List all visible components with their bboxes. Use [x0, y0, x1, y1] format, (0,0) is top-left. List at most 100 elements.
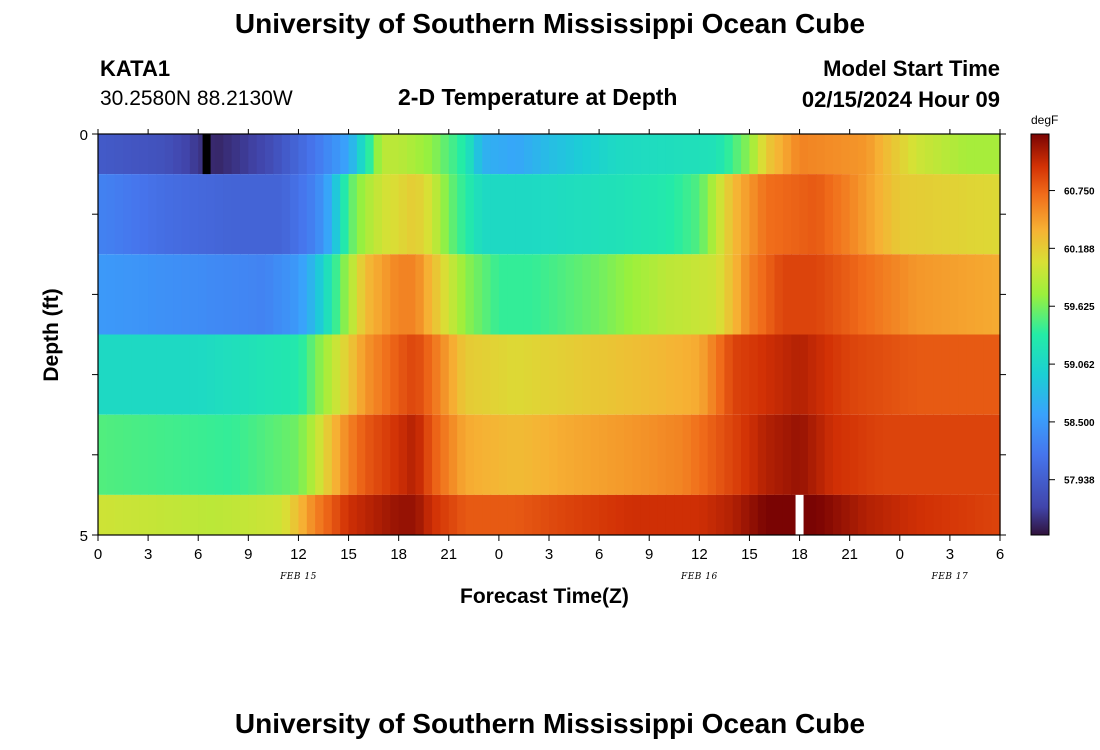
heatmap-cell [615, 494, 625, 535]
heatmap-cell [774, 494, 784, 535]
heatmap-cell [156, 134, 166, 175]
heatmap-cell [298, 134, 308, 175]
heatmap-cell [323, 254, 333, 335]
heatmap-cell [574, 254, 584, 335]
heatmap-cell [432, 254, 442, 335]
heatmap-cell [791, 134, 801, 175]
model-start-label: Model Start Time [823, 56, 1000, 81]
heatmap-cell [849, 494, 859, 535]
heatmap-cell [131, 414, 141, 495]
heatmap-cell [574, 134, 584, 175]
heatmap-cell [156, 174, 166, 255]
heatmap-cell [239, 134, 249, 175]
missing-data-marker [795, 494, 804, 535]
heatmap-cell [398, 494, 408, 535]
heatmap-cell [348, 254, 358, 335]
heatmap-cell [306, 494, 316, 535]
heatmap-cell [281, 134, 291, 175]
heatmap-cell [473, 494, 483, 535]
heatmap-cell [273, 334, 283, 415]
heatmap-cell [139, 414, 149, 495]
heatmap-cell [239, 414, 249, 495]
heatmap-cell [866, 174, 876, 255]
heatmap-cell [315, 174, 325, 255]
heatmap-cell [381, 254, 391, 335]
heatmap-cell [373, 174, 383, 255]
heatmap-cell [273, 494, 283, 535]
date-label: FEB 17 [931, 572, 969, 582]
heatmap-cell [448, 414, 458, 495]
heatmap-cell [716, 334, 725, 415]
x-tick-label: 0 [495, 546, 503, 563]
heatmap-cell [507, 414, 517, 495]
heatmap-cell [365, 334, 375, 415]
heatmap-cell [398, 414, 408, 495]
heatmap-cell [290, 414, 300, 495]
heatmap-cell [532, 134, 542, 175]
heatmap-cell [540, 414, 550, 495]
colorbar-tick-label: 58.500 [1064, 418, 1095, 429]
heatmap-cell [582, 334, 592, 415]
heatmap-cell [966, 174, 976, 255]
heatmap-cell [265, 174, 274, 255]
heatmap-cell [816, 134, 826, 175]
heatmap-cell [423, 494, 433, 535]
heatmap-cell [139, 254, 149, 335]
heatmap-cell [766, 494, 776, 535]
heatmap-cell [189, 134, 199, 175]
x-tick-label: 18 [791, 546, 808, 563]
heatmap-cell [206, 134, 216, 175]
heatmap-cell [206, 174, 216, 255]
heatmap-cell [599, 414, 609, 495]
heatmap-cell [941, 174, 951, 255]
heatmap-cell [206, 334, 216, 415]
heatmap-cell [440, 334, 450, 415]
heatmap-cell [106, 414, 116, 495]
missing-data-markers [202, 134, 804, 535]
heatmap-cell [649, 174, 659, 255]
x-tick-label: 9 [645, 546, 653, 563]
heatmap-cell [824, 494, 834, 535]
heatmap-cell [883, 414, 893, 495]
heatmap-cell [114, 414, 124, 495]
heatmap-cell [858, 174, 867, 255]
heatmap-cell [507, 134, 517, 175]
heatmap-cell [841, 174, 851, 255]
heatmap-cell [181, 334, 191, 415]
heatmap-cell [766, 174, 776, 255]
heatmap-cell [231, 254, 241, 335]
heatmap-cell [390, 334, 400, 415]
heatmap-cell [824, 334, 834, 415]
heatmap-cell [490, 254, 500, 335]
heatmap-cell [540, 494, 550, 535]
heatmap-cell [340, 414, 350, 495]
heatmap-cell [899, 174, 909, 255]
heatmap-cell [290, 134, 300, 175]
heatmap-cell [858, 494, 867, 535]
heatmap-cell [214, 174, 224, 255]
heatmap-cell [949, 334, 959, 415]
heatmap-cell [899, 134, 909, 175]
heatmap-cell [690, 254, 700, 335]
heatmap-cell [381, 174, 391, 255]
heatmap-cell [690, 174, 700, 255]
heatmap-cell [941, 334, 951, 415]
heatmap-cell [841, 334, 851, 415]
heatmap-cell [423, 414, 433, 495]
heatmap-cell [716, 254, 725, 335]
heatmap-cell [248, 174, 258, 255]
heatmap-cell [841, 254, 851, 335]
heatmap-cell [214, 414, 224, 495]
y-tick-label: 0 [80, 127, 88, 144]
heatmap-cell [223, 334, 233, 415]
heatmap-cell [974, 494, 984, 535]
heatmap-cell [231, 494, 241, 535]
heatmap-cell [298, 174, 308, 255]
heatmap-cell [290, 254, 300, 335]
heatmap-cell [565, 414, 575, 495]
heatmap-cell [231, 174, 241, 255]
heatmap-cell [732, 134, 742, 175]
heatmap-cell [741, 494, 751, 535]
heatmap-cell [607, 334, 617, 415]
heatmap-cell [214, 254, 224, 335]
